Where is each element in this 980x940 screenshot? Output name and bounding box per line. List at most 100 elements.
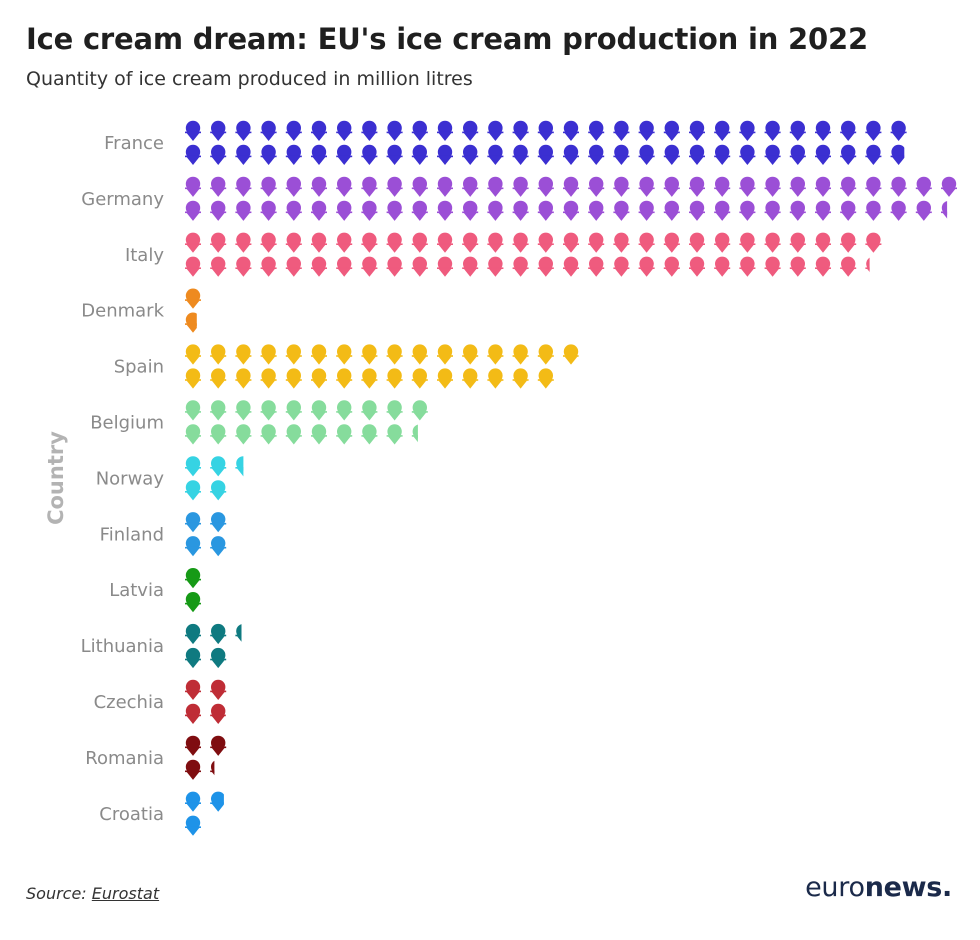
ice-cream-cone-icon	[386, 344, 403, 365]
ice-cream-cone-icon	[285, 144, 302, 165]
ice-cream-cone-icon	[789, 200, 806, 221]
category-label-germany: Germany	[81, 189, 164, 210]
ice-cream-cone-icon	[437, 200, 453, 221]
ice-cream-cone-icon	[235, 456, 244, 477]
ice-cream-cone-icon	[865, 144, 882, 165]
ice-cream-cone-icon	[840, 256, 857, 277]
category-label-croatia: Croatia	[99, 804, 164, 825]
ice-cream-cone-icon	[361, 424, 378, 445]
ice-cream-cone-icon	[689, 256, 705, 277]
ice-cream-cone-icon	[663, 200, 680, 221]
bar-romania	[185, 735, 227, 780]
ice-cream-cone-icon	[260, 424, 277, 445]
ice-cream-cone-icon	[361, 400, 378, 421]
ice-cream-cone-icon	[638, 144, 655, 165]
source-link[interactable]: Eurostat	[91, 884, 160, 903]
ice-cream-cone-icon	[361, 344, 378, 365]
ice-cream-cone-icon	[613, 176, 630, 197]
ice-cream-cone-icon	[739, 232, 756, 253]
bar-germany	[185, 176, 957, 221]
category-label-lithuania: Lithuania	[81, 636, 164, 657]
ice-cream-cone-icon	[462, 120, 479, 141]
chart-subtitle: Quantity of ice cream produced in millio…	[26, 68, 473, 90]
ice-cream-cone-icon	[210, 623, 227, 645]
ice-cream-cone-icon	[714, 120, 731, 141]
ice-cream-cone-icon	[285, 120, 302, 141]
category-label-norway: Norway	[96, 468, 165, 489]
ice-cream-cone-icon	[311, 400, 327, 421]
ice-cream-cone-icon	[789, 256, 806, 277]
ice-cream-cone-icon	[210, 256, 227, 277]
ice-cream-cone-icon	[789, 144, 806, 165]
ice-cream-cone-icon	[487, 200, 504, 221]
ice-cream-cone-icon	[537, 368, 554, 389]
ice-cream-cone-icon	[462, 176, 479, 197]
ice-cream-cone-icon	[739, 144, 756, 165]
ice-cream-cone-icon	[865, 120, 882, 141]
ice-cream-cone-icon	[890, 176, 907, 197]
ice-cream-cone-icon	[386, 144, 403, 165]
ice-cream-cone-icon	[840, 120, 857, 141]
ice-cream-cone-icon	[336, 120, 353, 141]
category-label-finland: Finland	[100, 524, 164, 545]
ice-cream-cone-icon	[739, 256, 756, 277]
ice-cream-cone-icon	[537, 232, 554, 253]
ice-cream-cone-icon	[764, 232, 781, 253]
ice-cream-cone-icon	[311, 200, 327, 221]
category-label-denmark: Denmark	[81, 301, 164, 322]
ice-cream-cone-icon	[311, 232, 327, 253]
ice-cream-cone-icon	[890, 144, 905, 165]
ice-cream-cone-icon	[185, 312, 197, 333]
euronews-logo[interactable]: euronews.	[805, 872, 952, 903]
ice-cream-cone-icon	[563, 344, 579, 365]
ice-cream-cone-icon	[487, 176, 504, 197]
ice-cream-cone-icon	[336, 400, 353, 421]
ice-cream-cone-icon	[185, 288, 201, 309]
ice-cream-cone-icon	[764, 200, 781, 221]
ice-cream-cone-icon	[890, 120, 907, 141]
ice-cream-cone-icon	[739, 176, 756, 197]
ice-cream-cone-icon	[512, 120, 529, 141]
ice-cream-cone-icon	[764, 120, 781, 141]
ice-cream-cone-icon	[789, 176, 806, 197]
ice-cream-cone-icon	[840, 144, 857, 165]
ice-cream-cone-icon	[210, 368, 227, 389]
ice-cream-cone-icon	[865, 200, 882, 221]
ice-cream-cone-icon	[311, 120, 327, 141]
ice-cream-cone-icon	[235, 400, 252, 421]
ice-cream-cone-icon	[285, 424, 302, 445]
ice-cream-cone-icon	[210, 120, 227, 141]
ice-cream-cone-icon	[689, 176, 705, 197]
ice-cream-cone-icon	[185, 759, 201, 780]
ice-cream-cone-icon	[336, 424, 353, 445]
ice-cream-cone-icon	[235, 176, 252, 197]
ice-cream-cone-icon	[941, 176, 957, 197]
source-note: Source: Eurostat	[26, 884, 159, 903]
ice-cream-cone-icon	[638, 232, 655, 253]
ice-cream-cone-icon	[185, 647, 201, 669]
ice-cream-cone-icon	[336, 176, 353, 197]
ice-cream-cone-icon	[411, 200, 428, 221]
ice-cream-cone-icon	[210, 200, 227, 221]
ice-cream-cone-icon	[789, 232, 806, 253]
ice-cream-cone-icon	[689, 232, 705, 253]
ice-cream-cone-icon	[235, 256, 252, 277]
ice-cream-cone-icon	[437, 176, 453, 197]
ice-cream-cone-icon	[260, 368, 277, 389]
ice-cream-cone-icon	[185, 623, 201, 645]
ice-cream-cone-icon	[185, 400, 201, 421]
ice-cream-cone-icon	[336, 256, 353, 277]
ice-cream-cone-icon	[739, 120, 756, 141]
ice-cream-cone-icon	[512, 368, 529, 389]
ice-cream-cone-icon	[185, 703, 201, 724]
ice-cream-cone-icon	[185, 144, 201, 165]
ice-cream-cone-icon	[512, 200, 529, 221]
ice-cream-cone-icon	[714, 176, 731, 197]
category-label-latvia: Latvia	[109, 580, 164, 601]
ice-cream-cone-icon	[235, 344, 252, 365]
ice-cream-cone-icon	[739, 200, 756, 221]
ice-cream-cone-icon	[689, 144, 705, 165]
ice-cream-cone-icon	[663, 176, 680, 197]
ice-cream-cone-icon	[285, 232, 302, 253]
ice-cream-cone-icon	[386, 120, 403, 141]
